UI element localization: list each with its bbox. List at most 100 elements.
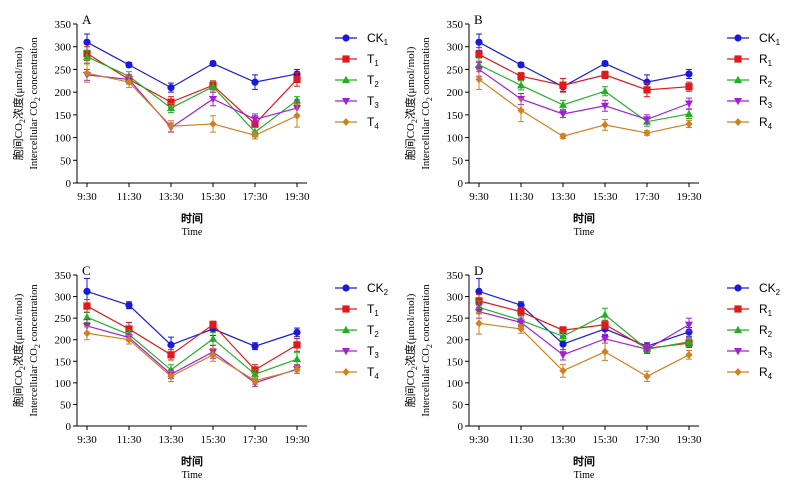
data-point: [167, 103, 175, 112]
data-point: [559, 332, 567, 340]
legend-label: T2: [367, 323, 379, 339]
legend-item: T1: [335, 52, 379, 68]
chart-panel-c: 0 50 100 150 200 250 300 350 9:30 11:30 13:30 15:30…: [11, 263, 389, 481]
data-point: [293, 328, 301, 336]
legend-item: T2: [335, 323, 379, 339]
data-point: [643, 346, 651, 354]
data-point: [559, 100, 567, 108]
legend-marker: [734, 368, 742, 376]
x-tick-label: 11:30: [509, 434, 534, 446]
y-tick-label: 100: [55, 378, 72, 390]
y-tick-label: 50: [452, 155, 464, 167]
legend-label: R1: [759, 52, 773, 68]
legend-marker: [734, 118, 742, 126]
data-point: [83, 329, 91, 338]
y-tick-label: 150: [55, 110, 72, 122]
legend-marker: [342, 55, 350, 63]
y-tick-label: 350: [447, 270, 464, 282]
data-point: [601, 335, 609, 344]
x-tick-label: 15:30: [592, 191, 618, 203]
y-axis-label-cn: 胞间CO2浓度(μmol/mol): [11, 46, 27, 160]
data-point: [125, 325, 133, 333]
data-point: [293, 341, 301, 349]
data-point: [601, 59, 609, 68]
data-point: [125, 335, 133, 344]
data-point: [125, 61, 133, 69]
series-t4: [83, 63, 301, 140]
data-point: [167, 341, 175, 349]
data-point: [559, 81, 567, 89]
legend-label: T1: [367, 302, 379, 318]
legend-item: T1: [335, 302, 379, 318]
x-tick-label: 17:30: [242, 434, 268, 446]
series-line: [478, 41, 690, 88]
series-line: [478, 64, 690, 123]
series-line: [478, 306, 690, 350]
x-tick-label: 17:30: [634, 434, 660, 446]
data-point: [517, 319, 525, 327]
x-tick-label: 19:30: [676, 434, 702, 446]
legend-label: R1: [759, 302, 773, 318]
data-point: [475, 75, 483, 84]
legend-label: T3: [367, 344, 379, 360]
panel-letter: C: [82, 263, 91, 278]
series-t1: [83, 46, 301, 133]
data-point: [685, 83, 693, 91]
legend-marker: [734, 55, 742, 63]
x-tick-label: 13:30: [550, 191, 576, 203]
legend-marker: [734, 325, 742, 333]
series-line: [86, 332, 298, 382]
y-axis-label-en: Intercellular CO2 concentration: [29, 284, 42, 417]
series-line: [86, 290, 298, 347]
x-tick-label: 19:30: [284, 434, 310, 446]
legend-label: R4: [759, 365, 773, 381]
chart-panel-b: 0 50 100 150 200 250 300 350 9:30 11:30 13:30 15:30…: [403, 12, 781, 238]
series-ck1: [475, 33, 693, 92]
y-tick-label: 250: [447, 64, 464, 76]
x-tick-label: 11:30: [509, 191, 534, 203]
x-tick-label: 15:30: [200, 434, 226, 446]
y-tick-label: 150: [447, 110, 464, 122]
series-line: [86, 316, 298, 375]
x-tick-label: 19:30: [284, 191, 310, 203]
data-point: [685, 100, 693, 108]
y-tick-label: 0: [458, 421, 464, 433]
y-tick-label: 200: [55, 335, 72, 347]
y-tick-label: 50: [60, 399, 72, 411]
y-tick-label: 350: [55, 270, 72, 282]
legend-item: CK1: [335, 31, 389, 47]
y-tick-label: 0: [458, 178, 464, 190]
data-point: [293, 75, 301, 84]
legend-label: T4: [367, 115, 379, 131]
legend-item: R2: [727, 323, 773, 339]
data-point: [209, 321, 217, 329]
legend-marker: [342, 325, 350, 333]
legend-label: T3: [367, 94, 379, 110]
x-tick-label: 13:30: [158, 191, 184, 203]
data-point: [559, 110, 567, 119]
series-line: [478, 68, 690, 121]
data-point: [293, 111, 301, 120]
data-point: [559, 340, 567, 348]
legend-label: T4: [367, 365, 379, 381]
series-r4: [475, 312, 693, 383]
series-line: [86, 53, 298, 125]
legend-marker: [342, 305, 350, 313]
x-tick-label: 17:30: [634, 191, 660, 203]
legend-label: R4: [759, 115, 773, 131]
data-point: [685, 328, 693, 336]
data-point: [251, 116, 259, 124]
data-point: [83, 52, 91, 60]
y-axis-label-cn: 胞间CO2浓度(μmol/mol): [403, 46, 419, 160]
data-point: [167, 122, 175, 131]
data-point: [83, 313, 91, 321]
x-axis-label-cn: 时间: [181, 211, 203, 225]
legend-marker: [734, 348, 742, 356]
data-point: [475, 287, 483, 295]
legend-item: R1: [727, 302, 773, 318]
series-ck1: [83, 33, 301, 93]
x-tick-label: 15:30: [200, 191, 226, 203]
y-tick-label: 300: [55, 292, 72, 304]
y-tick-label: 0: [66, 178, 72, 190]
data-point: [601, 310, 609, 318]
